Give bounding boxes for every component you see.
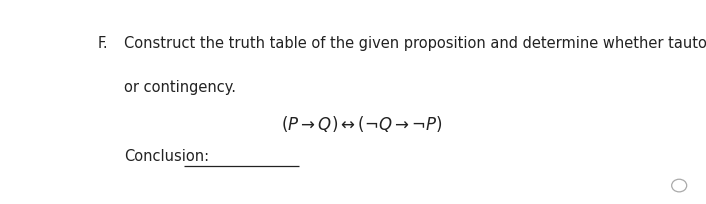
- Text: Conclusion:: Conclusion:: [124, 149, 209, 163]
- Text: or contingency.: or contingency.: [124, 79, 236, 94]
- Text: F.: F.: [98, 35, 109, 50]
- Text: $(P \rightarrow Q) \leftrightarrow (\neg Q \rightarrow \neg P)$: $(P \rightarrow Q) \leftrightarrow (\neg…: [281, 113, 443, 133]
- Text: Construct the truth table of the given proposition and determine whether tautolo: Construct the truth table of the given p…: [124, 35, 706, 50]
